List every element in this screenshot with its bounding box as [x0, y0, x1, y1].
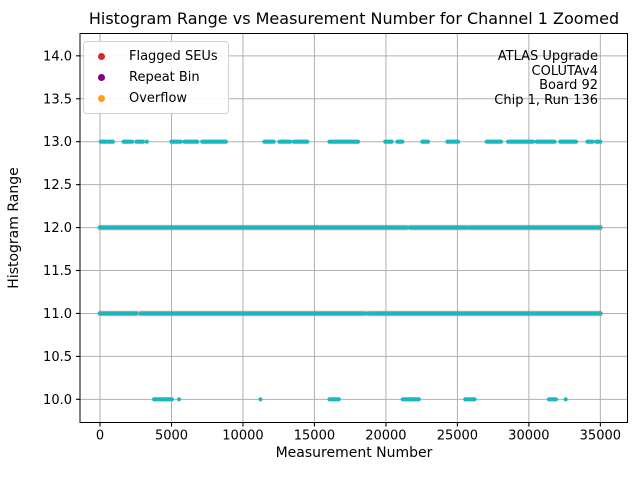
y-tick-label: 11.5 — [43, 264, 72, 279]
annotation-line: Board 92 — [539, 78, 598, 93]
y-tick-label: 11.0 — [43, 307, 72, 322]
legend-label: Flagged SEUs — [129, 49, 218, 64]
scatter-point — [144, 139, 149, 144]
scatter-point — [563, 397, 568, 402]
annotation-line: Chip 1, Run 136 — [494, 92, 598, 108]
x-tick-label: 25000 — [437, 429, 478, 444]
x-tick-label: 10000 — [222, 429, 263, 444]
scatter-point — [364, 311, 369, 316]
legend: Flagged SEUs Repeat Bin Overflow — [83, 41, 229, 114]
annotation-block: ATLAS Upgrade COLUTAv4 Board 92 Chip 1, … — [494, 49, 598, 108]
x-tick-label: 0 — [96, 429, 104, 444]
scatter-point — [176, 397, 182, 402]
legend-row: Flagged SEUs — [84, 46, 228, 67]
annotation-line: COLUTAv4 — [531, 63, 598, 79]
y-tick-label: 10.5 — [43, 350, 72, 365]
legend-row: Overflow — [84, 88, 228, 109]
x-axis-label: Measurement Number — [275, 445, 433, 461]
y-tick-label: 10.0 — [43, 393, 72, 408]
chart-title: Histogram Range vs Measurement Number fo… — [88, 9, 620, 28]
legend-marker-icon — [98, 74, 105, 81]
x-tick-label: 35000 — [580, 429, 621, 444]
y-tick-label: 14.0 — [43, 49, 72, 64]
scatter-point — [258, 397, 263, 402]
y-axis-label: Histogram Range — [6, 167, 22, 289]
legend-label: Repeat Bin — [129, 70, 200, 85]
x-tick-label: 20000 — [365, 429, 406, 444]
annotation-line: ATLAS Upgrade — [497, 49, 598, 64]
y-tick-label: 12.0 — [43, 221, 72, 236]
legend-label: Overflow — [129, 91, 188, 106]
x-tick-label: 30000 — [508, 429, 549, 444]
x-tick-label: 5000 — [155, 429, 188, 444]
legend-row: Repeat Bin — [84, 67, 228, 88]
legend-marker-icon — [98, 53, 105, 60]
y-tick-label: 13.5 — [43, 92, 72, 107]
x-tick-label: 15000 — [294, 429, 335, 444]
y-tick-label: 13.0 — [43, 135, 72, 150]
legend-marker-icon — [98, 95, 105, 102]
y-tick-label: 12.5 — [43, 178, 72, 193]
